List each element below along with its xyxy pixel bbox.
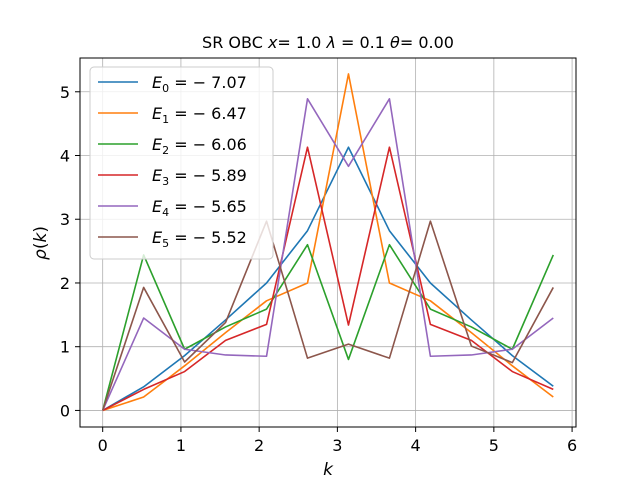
y-tick-label: 5 (60, 83, 70, 102)
legend: E0 = − 7.07 E1 = − 6.47 E2 = − 6.06 E3 = − … (89, 66, 274, 260)
y-tick-label: 2 (60, 274, 70, 293)
legend-label-e5: E5 = − 5.52 (152, 228, 247, 250)
legend-label-e0: E0 = − 7.07 (152, 73, 247, 95)
x-tick-label: 0 (98, 436, 108, 455)
plot-frame (79, 57, 577, 428)
x-tick-label: 3 (332, 436, 342, 455)
y-tick-label: 3 (60, 210, 70, 229)
y-tick-label: 0 (60, 401, 70, 420)
y-axis-ticks: 0 1 2 3 4 5 (60, 83, 80, 420)
series-lines (101, 73, 555, 412)
chart-title: SR OBC x= 1.0 λ = 0.1 θ= 0.00 (202, 33, 454, 52)
y-tick-label: 4 (60, 147, 70, 166)
series-line-e4 (101, 97, 554, 411)
x-axis-ticks: 0 1 2 3 4 5 6 (98, 427, 577, 455)
series-line-e5 (101, 220, 554, 411)
y-tick-label: 1 (60, 338, 70, 357)
legend-box (89, 66, 274, 260)
x-axis-label: k (323, 460, 334, 480)
legend-label-e4: E4 = − 5.65 (152, 197, 247, 219)
x-tick-label: 5 (489, 436, 499, 455)
legend-label-e1: E1 = − 6.47 (152, 104, 247, 126)
y-axis-label: ρ(k) (31, 226, 51, 260)
x-tick-label: 6 (567, 436, 577, 455)
series-line-e0 (102, 146, 554, 412)
legend-items: E0 = − 7.07 E1 = − 6.47 E2 = − 6.06 E3 = − … (98, 73, 247, 250)
series-line-e3 (102, 146, 554, 412)
x-tick-label: 2 (254, 436, 264, 455)
x-tick-label: 4 (411, 436, 421, 455)
series-line-e1 (102, 73, 554, 412)
legend-label-e3: E3 = − 5.89 (152, 166, 247, 188)
series-line-e2 (101, 243, 555, 411)
x-tick-label: 1 (176, 436, 186, 455)
legend-label-e2: E2 = − 6.06 (152, 135, 247, 157)
